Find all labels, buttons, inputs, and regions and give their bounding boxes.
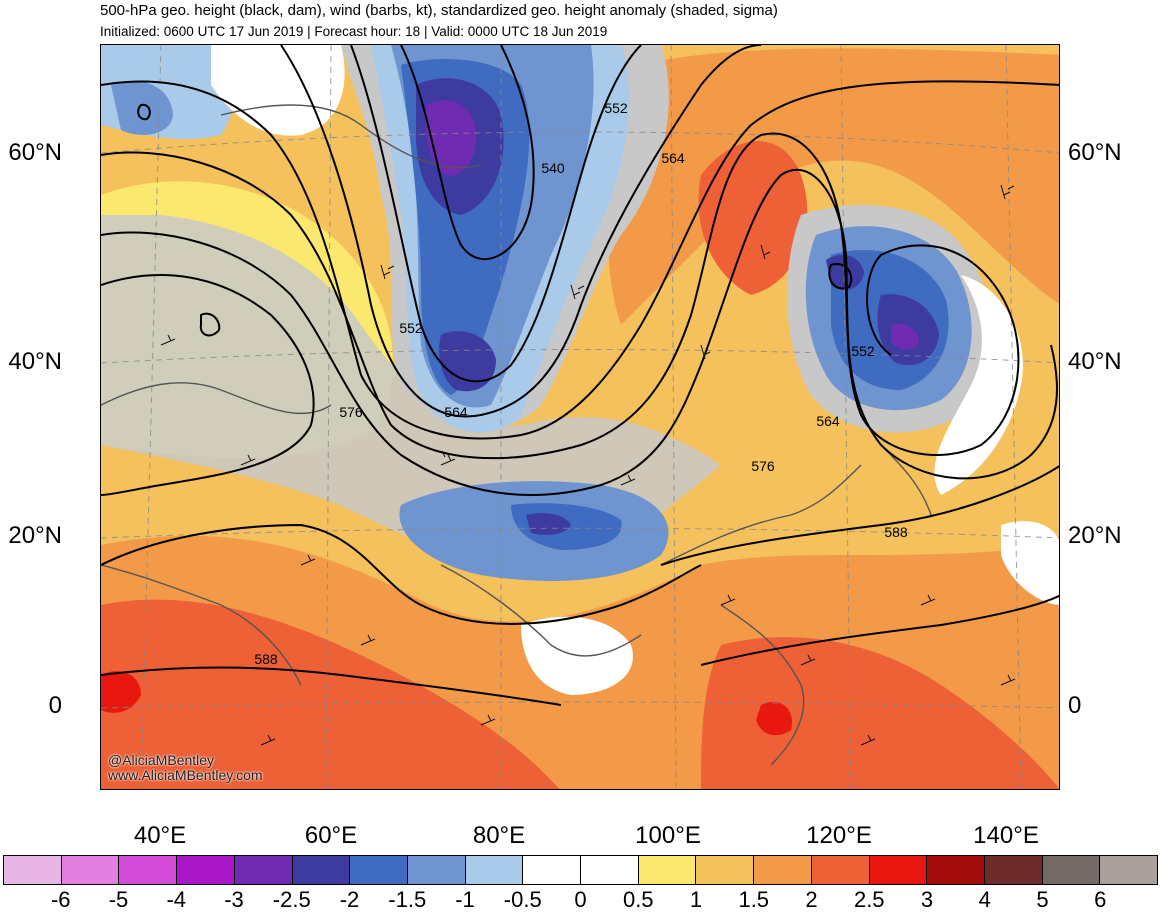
colorbar-swatch [349, 855, 407, 885]
map-canvas: 540 552 564 552 564 576 552 564 576 588 … [101, 45, 1059, 789]
colorbar-tick-label: 2 [805, 887, 818, 912]
figure-title: 500-hPa geo. height (black, dam), wind (… [100, 2, 778, 19]
colorbar-tick-label: -2.5 [272, 887, 311, 912]
lat-label-right: 60°N [1068, 139, 1122, 166]
colorbar-swatch [1041, 855, 1100, 885]
colorbar-swatch [810, 855, 869, 885]
colorbar-swatch [637, 855, 696, 885]
colorbar-swatch [118, 855, 177, 885]
colorbar-swatch [753, 855, 811, 885]
colorbar-tick-label: -1 [455, 887, 475, 912]
colorbar-tick-label: -6 [50, 887, 71, 912]
contour-label: 552 [399, 320, 423, 336]
lon-label: 40°E [133, 822, 187, 849]
contour-label: 588 [254, 651, 278, 667]
colorbar-tick-label: 1 [689, 887, 703, 912]
colorbar-swatch [695, 855, 754, 885]
lon-label: 140°E [973, 822, 1039, 849]
colorbar-swatch [3, 855, 61, 885]
colorbar-tick-label: 5 [1036, 887, 1049, 912]
contour-label: 540 [541, 160, 565, 176]
contour-label: 564 [661, 150, 685, 166]
lon-label: 100°E [635, 822, 701, 849]
lat-label-left: 0 [48, 692, 62, 719]
colorbar-swatch [1099, 855, 1159, 885]
contour-label: 552 [851, 343, 875, 359]
lat-label-right: 0 [1068, 692, 1082, 719]
colorbar-swatch [464, 855, 523, 885]
colorbar-swatch [580, 855, 638, 885]
credit-website: www.AliciaMBentley.com [108, 767, 263, 783]
colorbar-tick-label: 2.5 [853, 887, 885, 912]
lon-label: 60°E [304, 822, 358, 849]
colorbar-swatch [291, 855, 350, 885]
colorbar [3, 855, 1159, 885]
wind-barbs [160, 184, 1016, 746]
colorbar-swatch [60, 855, 119, 885]
colorbar-tick-label: -4 [166, 887, 187, 912]
contour-label: 576 [751, 458, 775, 474]
colorbar-swatch [233, 855, 292, 885]
colorbar-tick-label: -0.5 [503, 887, 542, 912]
lon-label: 120°E [806, 822, 872, 849]
lat-label-right: 40°N [1068, 348, 1122, 375]
contour-label: 564 [816, 413, 840, 429]
colorbar-tick-label: -2 [339, 887, 360, 912]
colorbar-tick-label: 6 [1094, 887, 1107, 912]
lat-label-left: 40°N [8, 348, 62, 375]
figure-subtitle: Initialized: 0600 UTC 17 Jun 2019 | Fore… [100, 24, 608, 39]
colorbar-tick-label: 0.5 [622, 887, 654, 912]
colorbar-tick-label: -3 [224, 887, 244, 912]
credit-handle: @AliciaMBentley [108, 752, 215, 768]
colorbar-tick-label: 3 [920, 887, 934, 912]
colorbar-tick-label: -5 [108, 887, 129, 912]
contour-label: 552 [604, 100, 628, 116]
colorbar-swatch [983, 855, 1042, 885]
contour-label: 588 [884, 524, 908, 540]
lat-label-left: 60°N [8, 139, 62, 166]
colorbar-tick-label: -1.5 [388, 887, 427, 912]
contour-label: 576 [339, 404, 363, 420]
colorbar-swatch [868, 855, 927, 885]
colorbar-swatch [406, 855, 465, 885]
colorbar-swatch [176, 855, 234, 885]
lat-label-left: 20°N [8, 522, 62, 549]
colorbar-tick-label: 1.5 [738, 887, 770, 912]
map-panel: 540 552 564 552 564 576 552 564 576 588 … [100, 44, 1060, 790]
colorbar-tick-label: 0 [574, 887, 587, 912]
lat-label-right: 20°N [1068, 522, 1122, 549]
contour-label: 564 [444, 404, 468, 420]
colorbar-swatch [522, 855, 581, 885]
lon-label: 80°E [472, 822, 526, 849]
colorbar-swatch [926, 855, 984, 885]
colorbar-tick-label: 4 [978, 887, 991, 912]
